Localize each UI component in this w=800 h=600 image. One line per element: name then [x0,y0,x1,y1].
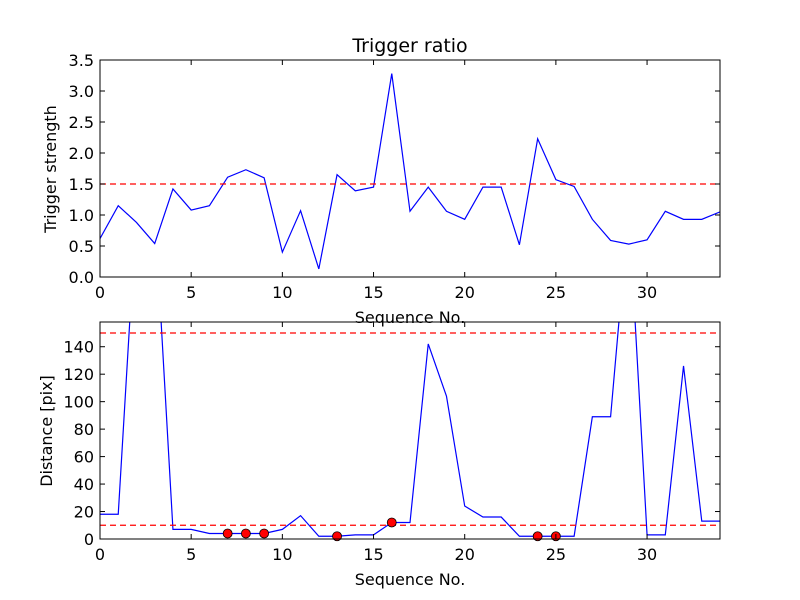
top-plot-y-tick-label: 0.5 [69,237,94,256]
bottom-plot-y-tick-label: 80 [74,420,94,439]
top-plot-x-tick-label: 0 [95,283,105,302]
top-plot-y-tick-label: 2.5 [69,113,94,132]
bottom-plot-marker [386,517,397,528]
top-plot-title: Trigger ratio [351,35,467,57]
top-plot-axes-frame [99,59,721,278]
top-plot-x-axis-label: Sequence No. [355,308,466,327]
top-plot-y-tick-label: 3.0 [69,82,94,101]
bottom-plot-x-tick-label: 20 [455,545,475,564]
bottom-plot-x-tick-label: 30 [637,545,657,564]
top-plot-x-tick-label: 5 [186,283,196,302]
bottom-plot-marker [259,528,270,539]
bottom-plot-x-tick-label: 5 [186,545,196,564]
top-plot-y-tick-label: 0.0 [69,268,94,287]
top-plot: Trigger ratio Sequence No. Trigger stren… [41,35,721,327]
bottom-plot-y-tick-label: 140 [63,338,94,357]
top-plot-y-tick-label: 3.5 [69,51,94,70]
top-plot-x-tick-label: 15 [363,283,383,302]
bottom-plot-y-tick-label: 120 [63,365,94,384]
bottom-plot-marker [222,528,233,539]
bottom-plot-marker [240,528,251,539]
bottom-plot-x-tick-label: 0 [95,545,105,564]
bottom-plot-y-tick-label: 0 [84,530,94,549]
bottom-plot: Sequence No. Distance [pix] 0 5 10 15 20 25 30… [37,321,721,589]
top-plot-x-tick-label: 25 [546,283,566,302]
top-plot-x-tick-label: 20 [455,283,475,302]
bottom-plot-series-line [100,322,720,537]
bottom-plot-y-tick-label: 100 [63,393,94,412]
top-plot-y-tick-label: 1.0 [69,206,94,225]
bottom-plot-axes-frame [99,321,721,540]
top-plot-y-axis-label: Trigger strength [41,105,60,234]
bottom-plot-x-tick-label: 15 [363,545,383,564]
bottom-plot-y-tick-label: 60 [74,448,94,467]
bottom-plot-x-tick-label: 10 [272,545,292,564]
bottom-plot-x-tick-label: 25 [546,545,566,564]
top-plot-series-line [100,73,720,270]
bottom-plot-y-axis-label: Distance [pix] [37,375,56,487]
top-plot-y-tick-label: 2.0 [69,144,94,163]
bottom-plot-x-axis-label: Sequence No. [355,570,466,589]
top-plot-x-tick-label: 10 [272,283,292,302]
bottom-plot-y-tick-label: 20 [74,503,94,522]
top-plot-x-tick-label: 30 [637,283,657,302]
top-plot-y-tick-label: 1.5 [69,175,94,194]
bottom-plot-y-tick-label: 40 [74,475,94,494]
